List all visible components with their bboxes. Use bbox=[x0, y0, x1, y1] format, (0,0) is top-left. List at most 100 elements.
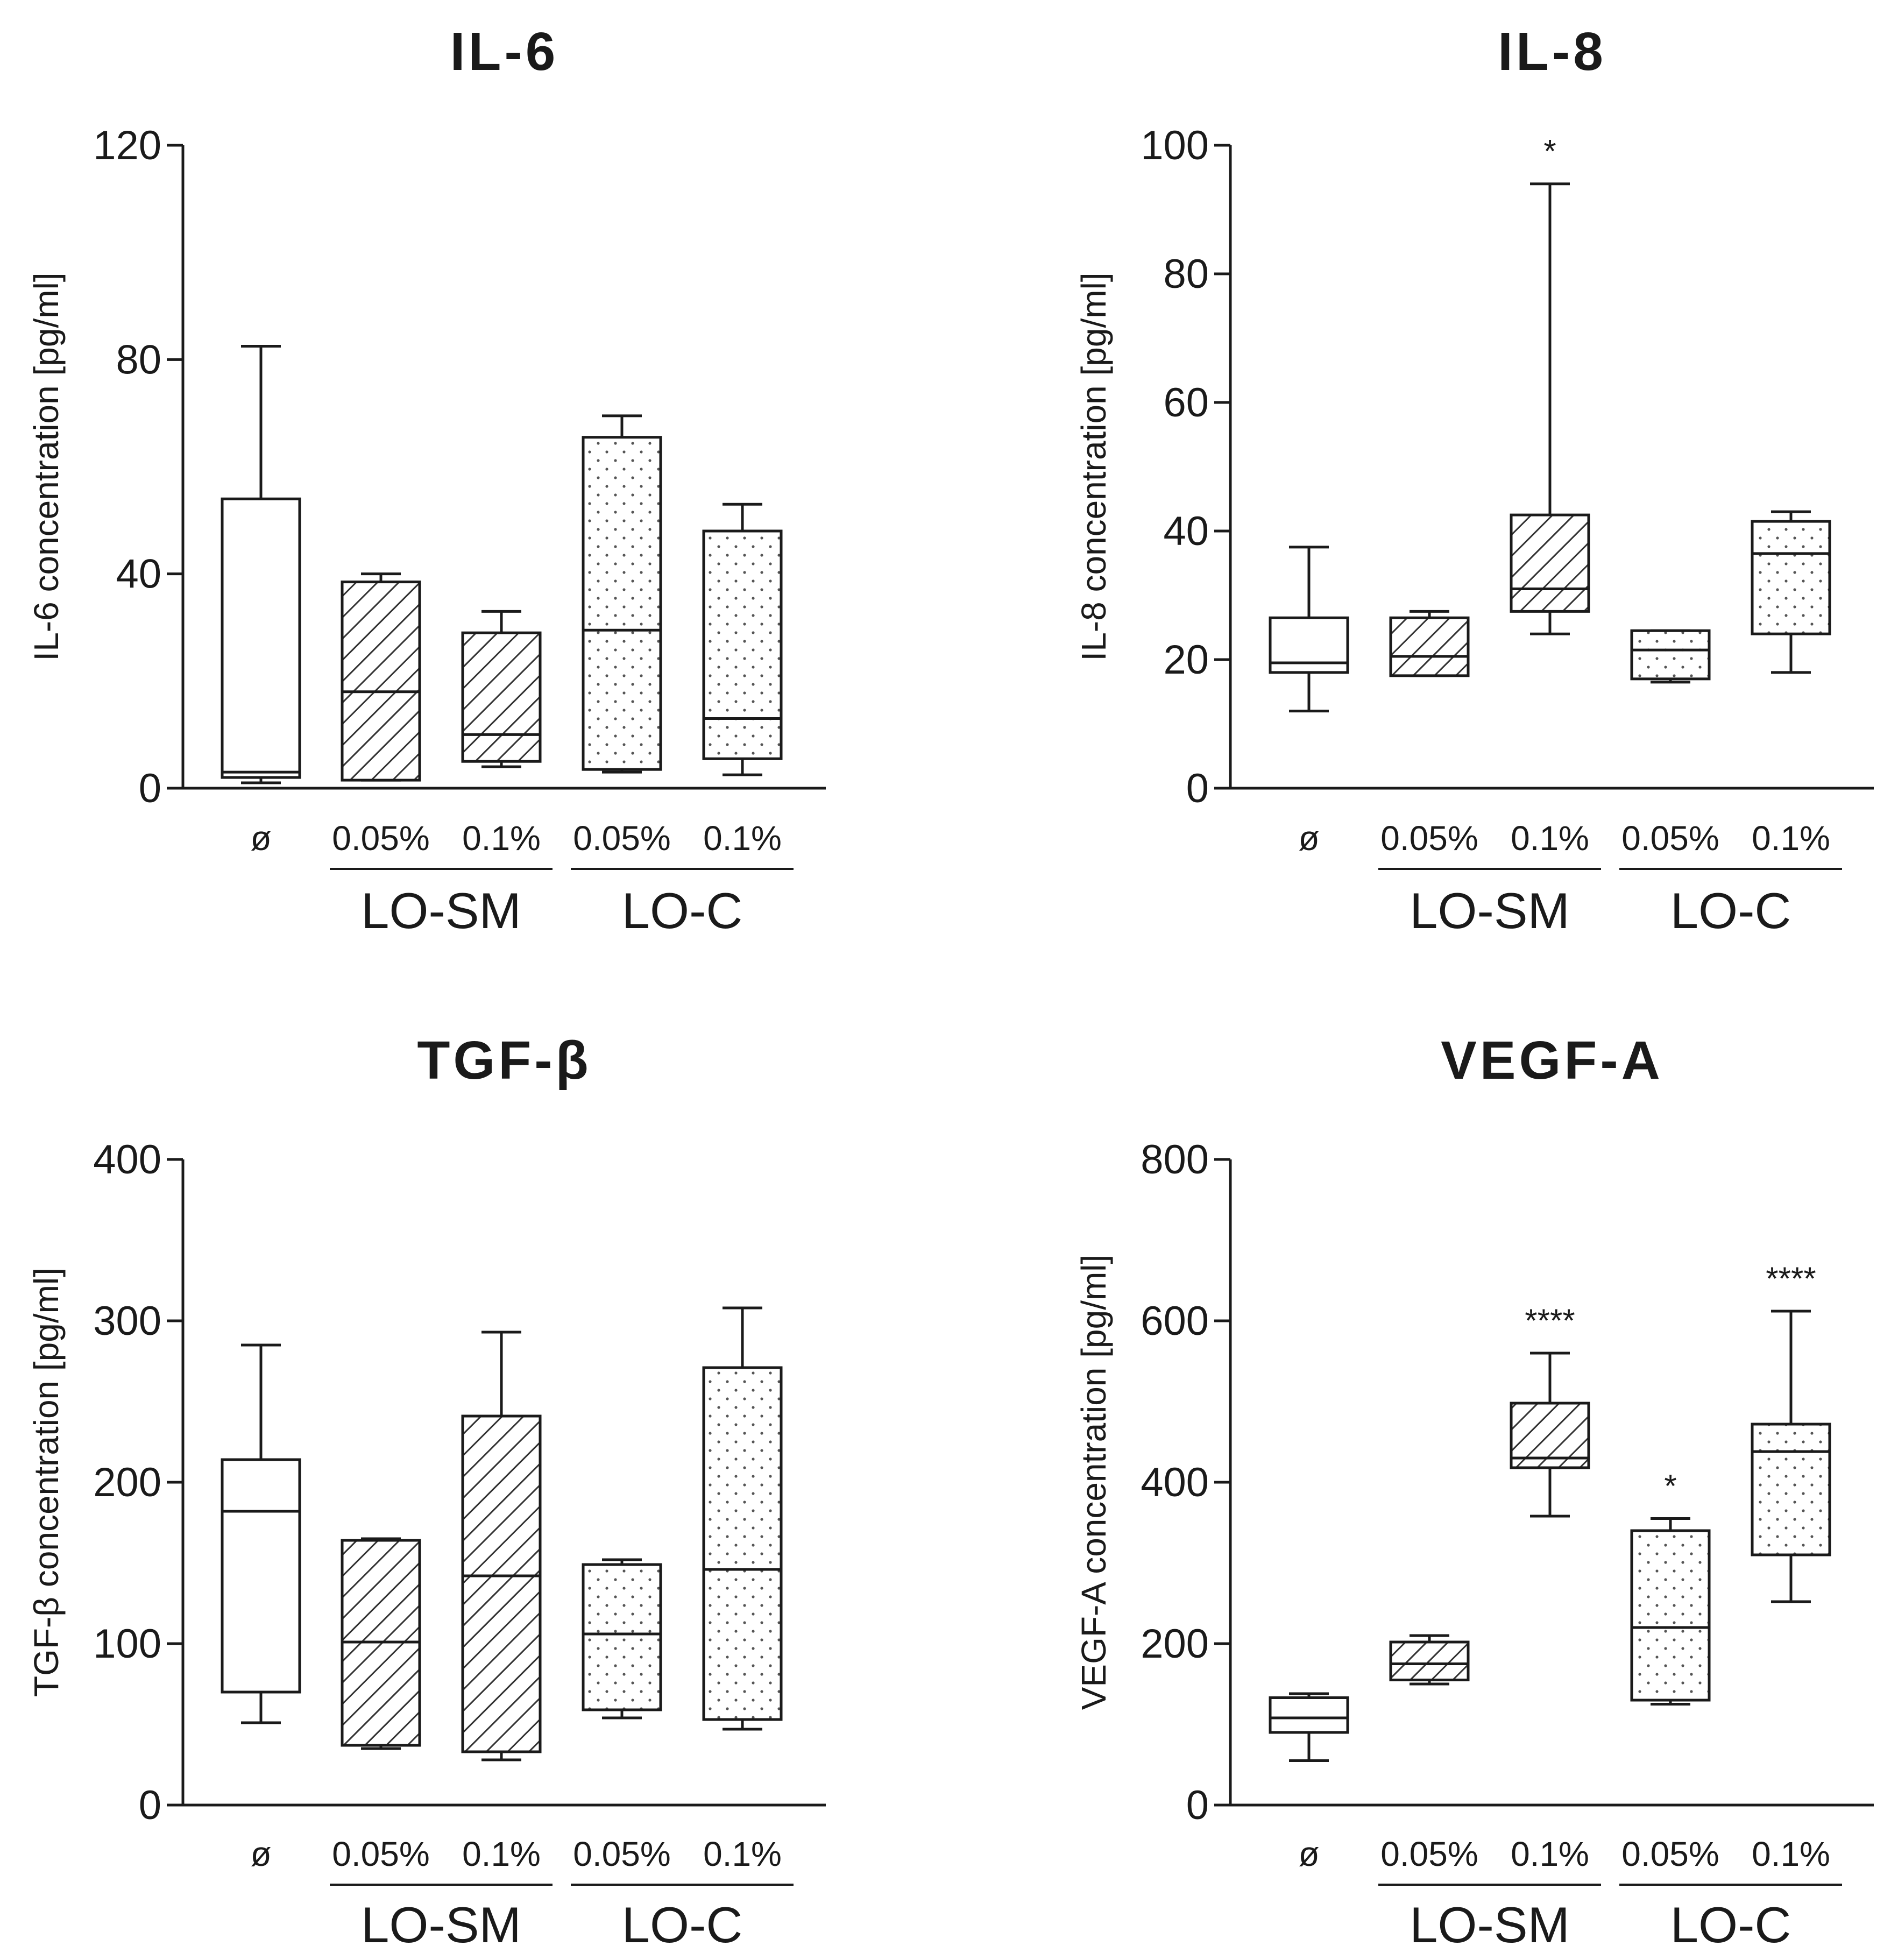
box-iqr bbox=[461, 631, 542, 763]
x-category-label: 0.05% bbox=[1380, 819, 1478, 858]
chart-title: IL-6 bbox=[450, 22, 559, 82]
y-tick-label: 200 bbox=[1141, 1621, 1209, 1667]
x-category-label: 0.1% bbox=[1511, 819, 1589, 858]
box-iqr bbox=[1630, 629, 1711, 681]
y-tick-label: 300 bbox=[93, 1298, 161, 1344]
box-4 bbox=[582, 1558, 662, 1720]
x-category-label: ø bbox=[1298, 819, 1319, 858]
box-iqr bbox=[582, 436, 662, 771]
y-axis-title: VEGF-A concentration [pg/ml] bbox=[1074, 1255, 1113, 1710]
x-category-label: 0.1% bbox=[1752, 1835, 1830, 1873]
x-category-label: 0.1% bbox=[1511, 1835, 1589, 1873]
y-tick-label: 800 bbox=[1141, 1137, 1209, 1183]
x-category-label: 0.05% bbox=[332, 819, 429, 858]
x-category-label: 0.05% bbox=[1621, 1835, 1719, 1873]
box-iqr bbox=[582, 1563, 662, 1711]
box-5: **** bbox=[1751, 1261, 1831, 1603]
box-3: **** bbox=[1510, 1303, 1590, 1518]
y-tick-label: 120 bbox=[93, 123, 161, 168]
x-group-label: LO-C bbox=[622, 882, 743, 939]
y-tick-label: 0 bbox=[139, 766, 161, 811]
x-group-label: LO-C bbox=[1670, 1897, 1791, 1953]
box-4 bbox=[1630, 629, 1711, 684]
y-axis-title: TGF-β concentration [pg/ml] bbox=[27, 1268, 66, 1697]
y-tick-label: 80 bbox=[1163, 251, 1209, 297]
y-tick-label: 40 bbox=[1163, 508, 1209, 554]
box-2 bbox=[341, 1537, 421, 1750]
box-iqr bbox=[1269, 1696, 1349, 1734]
box-iqr bbox=[702, 1366, 783, 1721]
y-tick-label: 400 bbox=[93, 1137, 161, 1183]
x-category-label: ø bbox=[1298, 1835, 1319, 1873]
box-2 bbox=[341, 572, 421, 782]
chart-panel-2: IL-8 0 20 40 60 80 100 IL-8 concentration [pg/m… bbox=[1074, 22, 1874, 939]
box-iqr bbox=[341, 581, 421, 782]
box-iqr bbox=[1510, 513, 1590, 613]
x-category-label: 0.05% bbox=[1621, 819, 1719, 858]
x-category-label: 0.05% bbox=[332, 1835, 429, 1873]
box-1 bbox=[1269, 546, 1349, 713]
box-1 bbox=[1269, 1692, 1349, 1762]
y-tick-label: 100 bbox=[93, 1621, 161, 1667]
box-4: * bbox=[1630, 1468, 1711, 1706]
x-group-label: LO-SM bbox=[1410, 1897, 1570, 1953]
chart-title: VEGF-A bbox=[1441, 1030, 1663, 1091]
box-iqr bbox=[1389, 1640, 1470, 1681]
box-5 bbox=[702, 503, 783, 776]
box-iqr bbox=[1630, 1529, 1711, 1702]
box-4 bbox=[582, 414, 662, 774]
chart-panel-4: VEGF-A 0 200 400 600 800 VEGF-A concentration … bbox=[1074, 1030, 1874, 1953]
x-category-label: 0.1% bbox=[703, 1835, 782, 1873]
box-3 bbox=[461, 1331, 542, 1761]
box-1 bbox=[221, 1343, 301, 1724]
x-category-label: 0.1% bbox=[703, 819, 782, 858]
box-2 bbox=[1389, 1634, 1470, 1686]
x-group-label: LO-C bbox=[1670, 882, 1791, 939]
significance-label: **** bbox=[1766, 1261, 1816, 1297]
y-tick-label: 100 bbox=[1141, 123, 1209, 168]
x-category-label: 0.1% bbox=[462, 1835, 541, 1873]
x-category-label: 0.1% bbox=[1752, 819, 1830, 858]
x-category-label: 0.05% bbox=[1380, 1835, 1478, 1873]
box-iqr bbox=[702, 529, 783, 760]
significance-label: **** bbox=[1525, 1303, 1575, 1339]
box-iqr bbox=[1751, 1423, 1831, 1556]
y-tick-label: 20 bbox=[1163, 637, 1209, 683]
y-tick-label: 0 bbox=[1186, 1782, 1209, 1828]
x-group-label: LO-SM bbox=[361, 882, 521, 939]
significance-label: * bbox=[1543, 133, 1556, 169]
y-tick-label: 60 bbox=[1163, 380, 1209, 426]
box-iqr bbox=[1751, 520, 1831, 635]
y-tick-label: 0 bbox=[139, 1782, 161, 1828]
box-3: * bbox=[1510, 133, 1590, 635]
box-iqr bbox=[1389, 616, 1470, 677]
x-group-label: LO-SM bbox=[361, 1897, 521, 1953]
box-1 bbox=[221, 344, 301, 784]
chart-title: TGF-β bbox=[417, 1030, 591, 1091]
x-group-label: LO-SM bbox=[1410, 882, 1570, 939]
charts-layer: IL-6 0 40 80 120 IL-6 concentration [pg/ml] ø 0… bbox=[27, 22, 1874, 1953]
y-tick-label: 80 bbox=[116, 337, 161, 383]
y-axis-title: IL-6 concentration [pg/ml] bbox=[27, 272, 66, 661]
box-2 bbox=[1389, 610, 1470, 677]
chart-title: IL-8 bbox=[1498, 22, 1606, 82]
x-category-label: 0.05% bbox=[573, 1835, 670, 1873]
box-iqr bbox=[221, 497, 301, 779]
x-category-label: 0.1% bbox=[462, 819, 541, 858]
x-category-label: ø bbox=[250, 1835, 271, 1873]
y-tick-label: 600 bbox=[1141, 1298, 1209, 1344]
box-iqr bbox=[461, 1414, 542, 1753]
x-category-label: 0.05% bbox=[573, 819, 670, 858]
chart-panel-3: TGF-β 0 100 200 300 400 TGF-β concentration [p… bbox=[27, 1030, 826, 1953]
box-5 bbox=[702, 1306, 783, 1731]
box-3 bbox=[461, 610, 542, 768]
chart-panel-1: IL-6 0 40 80 120 IL-6 concentration [pg/ml] ø 0… bbox=[27, 22, 826, 939]
y-axis-title: IL-8 concentration [pg/ml] bbox=[1074, 272, 1113, 661]
y-tick-label: 200 bbox=[93, 1460, 161, 1505]
y-tick-label: 40 bbox=[116, 551, 161, 597]
significance-label: * bbox=[1664, 1468, 1676, 1504]
y-tick-label: 400 bbox=[1141, 1460, 1209, 1505]
y-tick-label: 0 bbox=[1186, 766, 1209, 811]
box-5 bbox=[1751, 510, 1831, 674]
